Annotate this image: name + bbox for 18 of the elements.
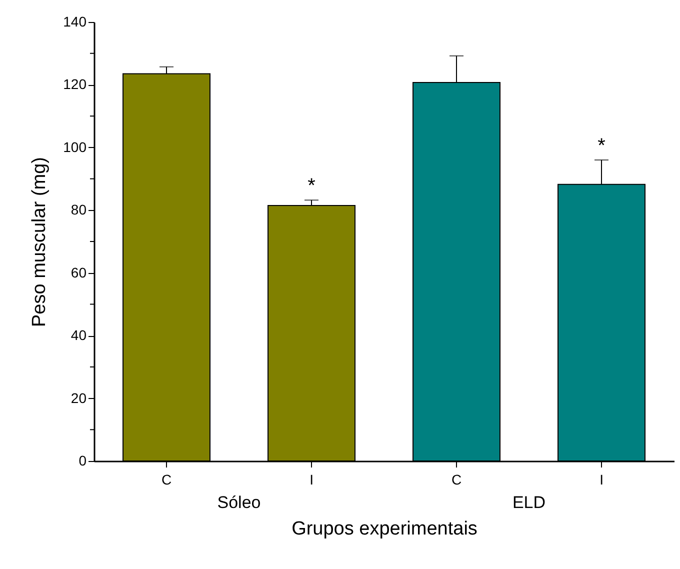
- y-tick-label: 40: [70, 327, 87, 344]
- x-tick-label: I: [310, 472, 314, 488]
- y-tick-label: 80: [70, 202, 87, 218]
- text: Sóleo: [217, 493, 261, 512]
- text: ELD: [512, 493, 546, 512]
- y-tick-label: 120: [63, 76, 87, 92]
- y-tick-label: 140: [63, 14, 87, 30]
- data-label: *: [308, 175, 316, 198]
- x-axis-title: Grupos experimentais: [292, 518, 478, 540]
- y-tick-label: 20: [70, 390, 87, 406]
- x-tick-label: I: [600, 472, 604, 488]
- x-tick-label: C: [451, 472, 462, 488]
- y-axis-title: Peso muscular (mg): [29, 157, 50, 327]
- y-tick-label: 0: [78, 452, 87, 468]
- x-tick-label: C: [161, 472, 172, 488]
- y-tick-label: 60: [70, 264, 87, 280]
- data-label: *: [598, 134, 606, 157]
- y-tick-label: 100: [63, 138, 87, 155]
